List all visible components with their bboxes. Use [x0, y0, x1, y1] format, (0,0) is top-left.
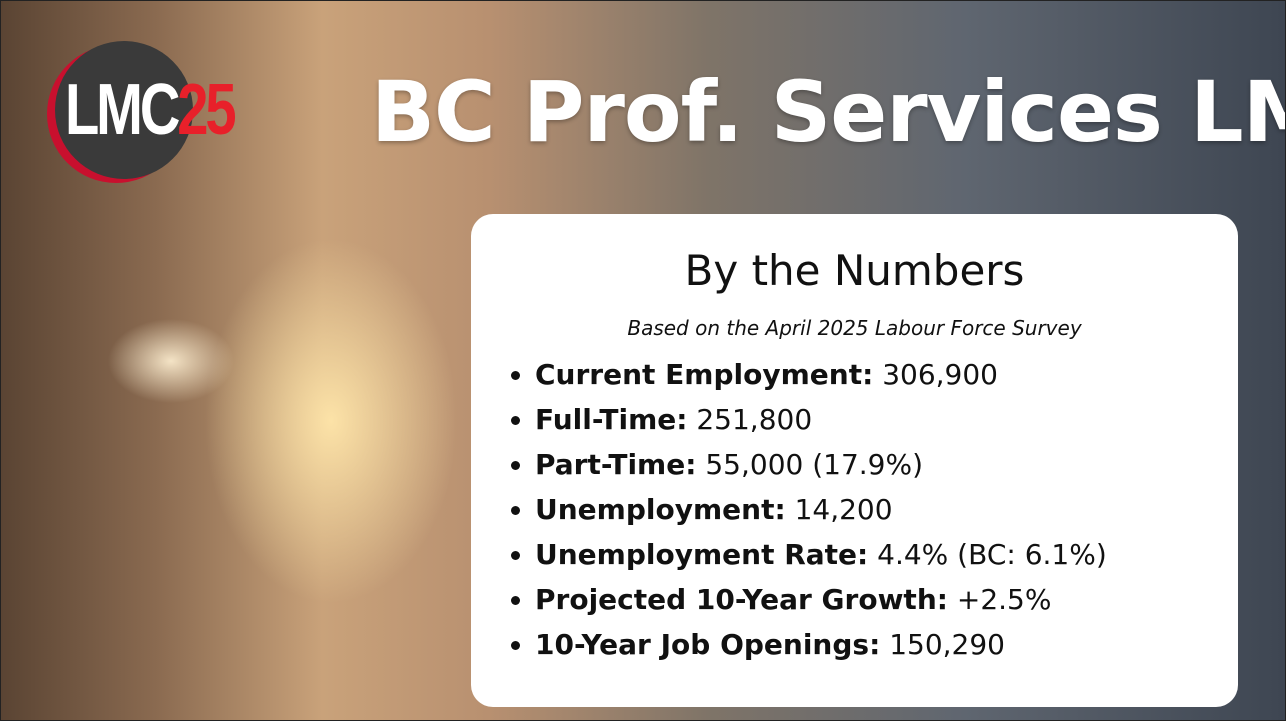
- stat-value: 306,900: [882, 358, 998, 391]
- stat-value: 55,000 (17.9%): [705, 448, 924, 481]
- stat-item: Part-Time: 55,000 (17.9%): [535, 442, 1107, 487]
- card-title: By the Numbers: [684, 246, 1025, 295]
- card: By the Numbers Based on the April 2025 L…: [471, 214, 1238, 707]
- stat-label: Projected 10-Year Growth:: [535, 583, 948, 616]
- stat-label: Current Employment:: [535, 358, 874, 391]
- stat-value: 251,800: [696, 403, 813, 436]
- stat-item: Projected 10-Year Growth: +2.5%: [535, 577, 1107, 622]
- logo: LMC25: [43, 41, 283, 181]
- stat-value: +2.5%: [956, 583, 1052, 616]
- logo-circle: [55, 41, 193, 179]
- title: BC Prof. Services LMI: [371, 63, 1286, 161]
- stat-label: Full-Time:: [535, 403, 688, 436]
- stat-value: 4.4% (BC: 6.1%): [877, 538, 1107, 571]
- stat-value: 150,290: [889, 628, 1005, 661]
- stat-label: Part-Time:: [535, 448, 697, 481]
- stat-item: Unemployment: 14,200: [535, 487, 1107, 532]
- stat-item: 10-Year Job Openings: 150,290: [535, 622, 1107, 667]
- logo-text: LMC25: [65, 69, 237, 151]
- card-subtitle: Based on the April 2025 Labour Force Sur…: [627, 316, 1082, 340]
- stat-list: Current Employment: 306,900Full-Time: 25…: [501, 352, 1107, 667]
- stat-value: 14,200: [794, 493, 893, 526]
- stat-item: Unemployment Rate: 4.4% (BC: 6.1%): [535, 532, 1107, 577]
- logo-letters: LMC: [65, 70, 180, 150]
- stat-label: 10-Year Job Openings:: [535, 628, 881, 661]
- logo-number: 25: [177, 70, 236, 150]
- stat-item: Current Employment: 306,900: [535, 352, 1107, 397]
- stat-label: Unemployment Rate:: [535, 538, 869, 571]
- stat-item: Full-Time: 251,800: [535, 397, 1107, 442]
- stat-label: Unemployment:: [535, 493, 786, 526]
